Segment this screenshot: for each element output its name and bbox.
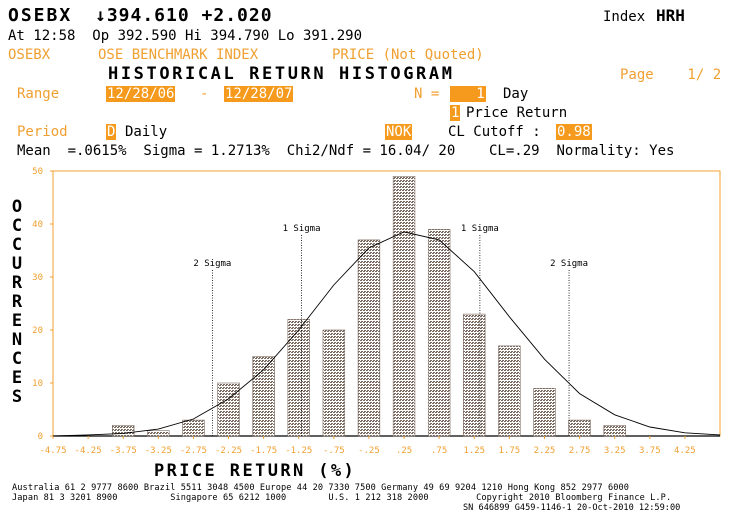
period-field[interactable]: D: [106, 124, 117, 140]
x-tick-label: .25: [396, 446, 412, 456]
y-axis-label-letter: R: [12, 292, 23, 312]
x-tick-label: 3.25: [604, 446, 626, 456]
histogram-bar: [182, 419, 205, 437]
sub-price: PRICE (Not Quoted): [332, 47, 484, 63]
x-tick-label: -2.25: [215, 446, 242, 456]
footer-contacts-2: Japan 81 3 3201 8900 Singapore 65 6212 1…: [12, 493, 672, 503]
period-value: Daily: [125, 124, 168, 140]
histogram-bar: [463, 313, 486, 437]
n-label: N =: [414, 86, 440, 102]
histogram-bar: [603, 425, 626, 437]
histogram-bar: [533, 388, 556, 437]
ticker: OSEBX: [8, 5, 73, 26]
x-tick-label: -1.25: [285, 446, 312, 456]
range-to-field[interactable]: 12/28/07: [224, 86, 294, 102]
x-tick-label: -3.75: [110, 446, 137, 456]
x-tick-label: 1.75: [499, 446, 521, 456]
x-axis-label: PRICE RETURN (%): [154, 461, 357, 481]
x-tick-label: -4.75: [39, 446, 66, 456]
x-tick-label: .75: [431, 446, 447, 456]
y-axis-label-letter: C: [12, 235, 22, 255]
histogram-bar: [147, 430, 170, 437]
footer-serial: SN 646899 G459-1146-1 20-Oct-2010 12:59:…: [463, 503, 681, 513]
x-tick-label: -.25: [358, 446, 380, 456]
histogram-bar: [498, 345, 521, 437]
histogram-bar: [217, 382, 240, 437]
range-label: Range: [17, 86, 60, 102]
y-tick-label: 0: [38, 432, 43, 442]
n-field[interactable]: 1: [450, 86, 486, 102]
y-tick-label: 10: [32, 379, 43, 389]
y-tick-label: 30: [32, 273, 43, 283]
sigma-label: 2 Sigma: [550, 259, 588, 269]
x-tick-label: -1.75: [250, 446, 277, 456]
n-unit: Day: [503, 86, 529, 102]
normal-curve: [52, 231, 721, 437]
histogram-chart: 2 Sigma 1 Sigma 1 Sigma 2 Sigma 0 10 20 30 40 50…: [12, 167, 721, 456]
x-tick-label: 2.75: [569, 446, 591, 456]
plot-frame: [52, 170, 721, 437]
y-axis-label-letter: S: [12, 387, 22, 407]
price-line: ↓394.610 +2.020: [95, 5, 273, 26]
y-tick-label: 20: [32, 326, 43, 336]
y-axis-label-letter: C: [12, 216, 22, 236]
x-tick-label: -.75: [323, 446, 345, 456]
x-tick-label: 1.25: [463, 446, 485, 456]
y-axis-label-letter: N: [12, 330, 22, 350]
histogram-bar: [287, 319, 310, 437]
x-tick-label: 4.25: [674, 446, 696, 456]
sub-ticker: OSEBX: [8, 47, 51, 63]
histogram-bar: [568, 419, 591, 437]
return-type-field[interactable]: 1: [450, 105, 461, 121]
y-axis-label-letter: C: [12, 349, 22, 369]
histogram-bar: [357, 239, 381, 437]
currency-field[interactable]: NOK: [385, 124, 413, 140]
y-axis-label-letter: E: [12, 311, 22, 331]
histogram-bar: [112, 425, 135, 437]
sigma-label: 2 Sigma: [193, 259, 231, 269]
quote-line: At 12:58 Op 392.590 Hi 394.790 Lo 391.29…: [8, 28, 363, 44]
histogram-bar: [392, 175, 416, 437]
x-tick-label: 2.25: [534, 446, 556, 456]
range-from-field[interactable]: 12/28/06: [106, 86, 176, 102]
y-axis-label-letter: U: [12, 254, 22, 274]
x-tick-label: 3.75: [639, 446, 661, 456]
y-axis-label-letter: R: [12, 273, 23, 293]
sub-name: OSE BENCHMARK INDEX: [98, 47, 259, 63]
index-label: Index: [603, 9, 646, 25]
histogram-bar: [252, 356, 275, 437]
x-tick-label: -2.75: [180, 446, 207, 456]
cl-cutoff-label: CL Cutoff :: [448, 124, 541, 140]
page-indicator[interactable]: Page 1/ 2: [620, 67, 722, 83]
cl-cutoff-field[interactable]: 0.98: [556, 124, 592, 140]
page-title: HISTORICAL RETURN HISTOGRAM: [108, 64, 455, 84]
histogram-bar: [322, 329, 346, 437]
return-type-label: Price Return: [466, 105, 568, 121]
stats-line: Mean =.0615% Sigma = 1.2713% Chi2/Ndf = …: [17, 143, 675, 159]
footer-contacts-1: Australia 61 2 9777 8600 Brazil 5511 304…: [12, 483, 630, 493]
sigma-label: 1 Sigma: [461, 224, 499, 234]
period-label: Period: [17, 124, 68, 140]
x-tick-label: -3.25: [145, 446, 172, 456]
range-separator: -: [200, 86, 209, 102]
histogram-bar: [427, 229, 451, 437]
y-tick-label: 50: [32, 167, 43, 177]
y-tick-label: 40: [32, 220, 43, 230]
index-code: HRH: [656, 6, 685, 25]
x-tick-label: -4.25: [75, 446, 102, 456]
y-axis-label-letter: O: [12, 197, 22, 217]
y-axis-label-letter: E: [12, 368, 22, 388]
sigma-label: 1 Sigma: [283, 224, 321, 234]
